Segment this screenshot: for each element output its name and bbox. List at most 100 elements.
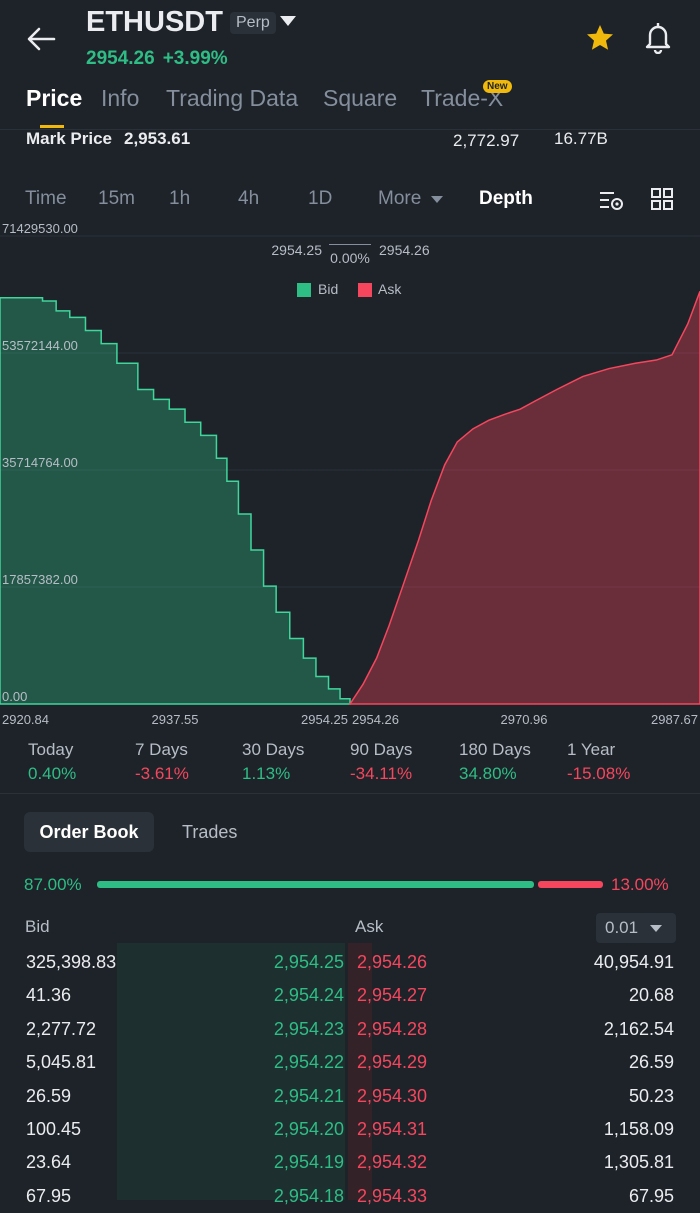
y-tick-label: 53572144.00 <box>2 338 78 353</box>
bid-price: 2,954.24 <box>273 985 344 1006</box>
bid-price: 2,954.22 <box>273 1052 344 1073</box>
tab-trading-data[interactable]: Trading Data <box>166 85 299 111</box>
legend-bid-label: Bid <box>318 281 338 297</box>
bid-price: 2,954.20 <box>273 1118 344 1139</box>
contract-type-badge: Perp <box>230 12 276 34</box>
interval-more[interactable]: More <box>378 188 422 209</box>
interval-time[interactable]: Time <box>25 188 67 209</box>
ask-column-header: Ask <box>355 917 384 936</box>
y-tick-label: 35714764.00 <box>2 455 78 470</box>
bid-price: 2,954.25 <box>273 952 344 972</box>
ask-quantity: 67.95 <box>628 1185 674 1206</box>
bid-price: 2,954.19 <box>273 1152 344 1173</box>
perf-value-7d: -3.61% <box>135 764 189 783</box>
tab-square[interactable]: Square <box>323 85 398 111</box>
table-row[interactable]: 100.45 2,954.20 2,954.31 1,158.09 <box>0 1113 700 1146</box>
interval-depth[interactable]: Depth <box>479 188 533 209</box>
bid-price: 2,954.23 <box>273 1018 344 1039</box>
bid-quantity: 2,277.72 <box>26 1018 97 1039</box>
y-tick-label: 0.00 <box>2 689 27 704</box>
stat-value-1: 2,772.97 <box>453 131 520 150</box>
layout-grid-icon[interactable] <box>650 187 674 211</box>
divider <box>0 129 700 130</box>
tab-info[interactable]: Info <box>101 85 140 111</box>
perf-value-180d: 34.80% <box>459 764 517 783</box>
ask-price: 2,954.27 <box>357 985 428 1006</box>
legend-bid-swatch <box>297 283 311 297</box>
perf-label-180d: 180 Days <box>459 740 531 759</box>
interval-1h[interactable]: 1h <box>169 188 191 209</box>
table-row[interactable]: 41.36 2,954.24 2,954.27 20.68 <box>0 979 700 1012</box>
order-book-rows: 325,398.83 2,954.25 2,954.26 40,954.91 41.36… <box>0 946 700 1213</box>
stat-value-2: 16.77B <box>554 129 608 148</box>
table-row[interactable]: 5,045.81 2,954.22 2,954.29 26.59 <box>0 1046 700 1079</box>
x-axis-labels: 2920.84 2937.55 2954.25 2954.26 2970.96 2987.… <box>2 712 698 727</box>
ask-price: 2,954.32 <box>357 1152 428 1173</box>
bid-ratio-label: 87.00% <box>24 875 82 894</box>
new-badge: New <box>483 80 512 93</box>
tab-price[interactable]: Price <box>26 85 83 111</box>
active-tab-indicator <box>40 125 64 128</box>
favorite-star-icon[interactable] <box>584 22 616 54</box>
x-tick-label: 2937.55 <box>152 712 199 727</box>
x-tick-label: 2954.25 <box>301 712 348 727</box>
tab-trades[interactable]: Trades <box>182 822 238 842</box>
bid-quantity: 67.95 <box>26 1185 72 1206</box>
more-dropdown-icon[interactable] <box>431 196 443 203</box>
ask-price: 2,954.33 <box>357 1185 428 1206</box>
ask-depth-area <box>348 290 700 705</box>
depth-chart[interactable]: 71429530.00 53572144.00 35714764.00 1785738… <box>0 224 700 730</box>
table-row[interactable]: 26.59 2,954.21 2,954.30 50.23 <box>0 1080 700 1113</box>
tab-order-book[interactable]: Order Book <box>24 812 154 852</box>
chevron-down-icon <box>650 925 662 932</box>
table-row[interactable]: 67.95 2,954.18 2,954.33 67.95 <box>0 1180 700 1213</box>
table-row[interactable]: 2,277.72 2,954.23 2,954.28 2,162.54 <box>0 1013 700 1046</box>
interval-15m[interactable]: 15m <box>98 188 135 209</box>
chart-settings-icon[interactable] <box>597 186 625 214</box>
perf-value-1y: -15.08% <box>567 764 631 783</box>
notification-bell-icon[interactable] <box>642 20 674 54</box>
bid-quantity: 5,045.81 <box>26 1052 97 1073</box>
last-price: 2954.26 <box>86 48 155 69</box>
bid-depth-area <box>0 297 351 705</box>
bid-price: 2,954.18 <box>273 1185 344 1206</box>
symbol-dropdown-icon[interactable] <box>280 16 296 26</box>
bid-quantity: 26.59 <box>26 1085 72 1106</box>
back-arrow-icon[interactable] <box>24 22 58 56</box>
ask-quantity: 50.23 <box>628 1085 674 1106</box>
precision-value: 0.01 <box>605 918 639 937</box>
interval-1d[interactable]: 1D <box>308 188 333 209</box>
ask-depth-shading <box>348 943 372 1200</box>
price-summary: 2954.26 +3.99% <box>86 48 236 70</box>
ask-price: 2,954.30 <box>357 1085 428 1106</box>
symbol-title[interactable]: ETHUSDT <box>86 6 223 38</box>
ask-price: 2,954.26 <box>357 952 428 972</box>
precision-select[interactable]: 0.01 <box>596 913 676 943</box>
ask-quantity: 26.59 <box>628 1052 674 1073</box>
table-row[interactable]: 325,398.83 2,954.25 2,954.26 40,954.91 <box>0 946 700 979</box>
perf-value-30d: 1.13% <box>242 764 291 783</box>
legend-ask-label: Ask <box>378 281 402 297</box>
spread-percent: 0.00% <box>330 250 370 266</box>
perf-label-7d: 7 Days <box>135 740 188 759</box>
y-axis-labels: 71429530.00 53572144.00 35714764.00 1785738… <box>2 224 78 704</box>
bid-price: 2,954.21 <box>273 1085 344 1106</box>
bid-depth-shading <box>117 943 345 1200</box>
bid-column-header: Bid <box>25 917 50 936</box>
interval-4h[interactable]: 4h <box>238 188 260 209</box>
ask-quantity: 40,954.91 <box>593 952 674 972</box>
perf-label-30d: 30 Days <box>242 740 305 759</box>
bid-quantity: 325,398.83 <box>26 952 117 972</box>
table-row[interactable]: 23.64 2,954.19 2,954.32 1,305.81 <box>0 1146 700 1179</box>
ask-price: 2,954.29 <box>357 1052 428 1073</box>
x-tick-label: 2920.84 <box>2 712 49 727</box>
x-tick-label: 2970.96 <box>501 712 548 727</box>
y-tick-label: 17857382.00 <box>2 572 78 587</box>
spread-ask-price: 2954.26 <box>379 242 430 258</box>
perf-label-today: Today <box>28 740 74 759</box>
bid-quantity: 23.64 <box>26 1152 72 1173</box>
x-tick-label: 2987.67 <box>651 712 698 727</box>
mark-price-value: 2,953.61 <box>124 129 191 148</box>
ask-quantity: 1,158.09 <box>603 1118 674 1139</box>
divider <box>0 793 700 794</box>
